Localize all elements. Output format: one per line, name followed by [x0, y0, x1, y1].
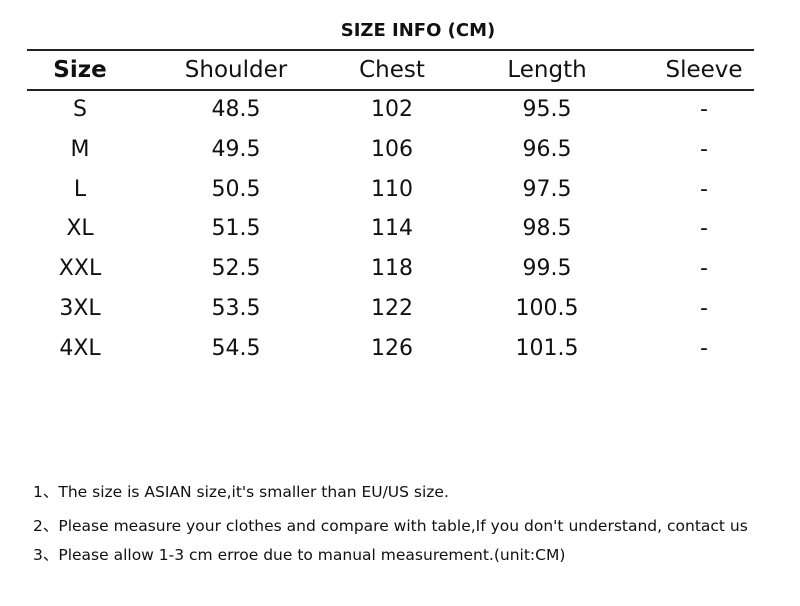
top-rule: [27, 49, 754, 51]
title: SIZE INFO (CM): [340, 20, 496, 41]
table-cell: -: [700, 176, 708, 202]
table-cell: -: [700, 335, 708, 361]
table-cell: -: [700, 136, 708, 162]
table-cell: 101.5: [515, 335, 579, 361]
note-line: 1、The size is ASIAN size,it's smaller th…: [33, 483, 449, 501]
table-cell: XXL: [58, 256, 102, 282]
header-cell: Sleeve: [665, 57, 743, 83]
table-cell: 50.5: [211, 176, 261, 202]
table-cell: 118: [371, 256, 413, 282]
table-cell: 102: [371, 97, 413, 122]
table-cell: XL: [66, 216, 94, 242]
table-cell: 114: [371, 216, 413, 242]
table-cell: -: [700, 97, 708, 122]
table-cell: 49.5: [211, 136, 261, 162]
table-cell: 48.5: [211, 97, 261, 122]
table-cell: -: [700, 296, 708, 321]
table-cell: 52.5: [211, 256, 261, 282]
table-cell: 97.5: [522, 176, 572, 202]
table-cell: -: [700, 216, 708, 242]
header-cell: Shoulder: [184, 57, 288, 83]
table-cell: 95.5: [522, 97, 572, 122]
table-cell: M: [70, 136, 90, 162]
table-cell: 53.5: [211, 296, 261, 321]
table-cell: 122: [371, 296, 413, 321]
table-cell: 106: [371, 136, 413, 162]
table-cell: -: [700, 256, 708, 282]
note-line: 3、Please allow 1-3 cm erroe due to manua…: [33, 546, 566, 564]
note-line: 2、Please measure your clothes and compar…: [33, 517, 748, 535]
table-cell: 4XL: [59, 335, 101, 361]
header-cell: Length: [507, 57, 587, 83]
table-cell: S: [73, 97, 87, 122]
header-rule: [27, 89, 754, 91]
header-cell: Chest: [359, 57, 425, 83]
table-cell: 126: [371, 335, 413, 361]
table-cell: L: [73, 176, 87, 202]
table-cell: 100.5: [515, 296, 579, 321]
table-cell: 51.5: [211, 216, 261, 242]
table-cell: 54.5: [211, 335, 261, 361]
table-cell: 99.5: [522, 256, 572, 282]
table-cell: 96.5: [522, 136, 572, 162]
table-cell: 98.5: [522, 216, 572, 242]
table-cell: 110: [371, 176, 413, 202]
header-cell: Size: [53, 57, 107, 83]
table-cell: 3XL: [59, 296, 101, 321]
